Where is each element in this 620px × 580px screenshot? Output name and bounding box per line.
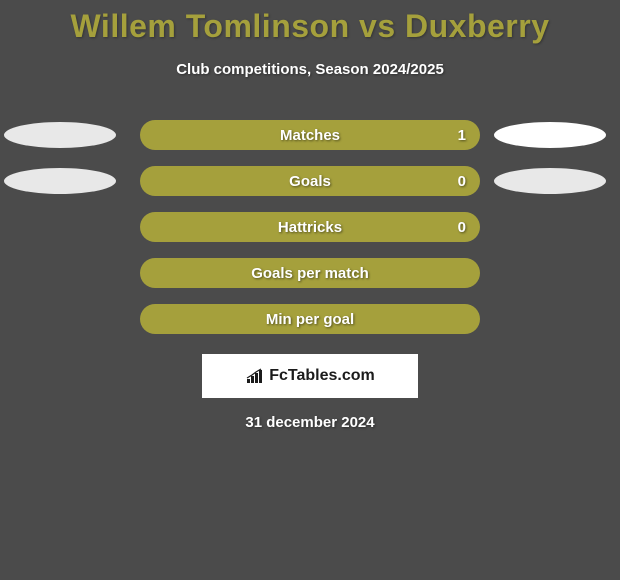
page-title: Willem Tomlinson vs Duxberry (0, 0, 620, 45)
stat-value: 1 (458, 127, 466, 144)
stat-bar: Matches 1 (140, 120, 480, 150)
stat-label: Goals (289, 173, 331, 190)
stat-label: Min per goal (266, 311, 354, 328)
chart-icon (245, 367, 265, 385)
date-label: 31 december 2024 (0, 414, 620, 431)
stat-bar: Hattricks 0 (140, 212, 480, 242)
subtitle: Club competitions, Season 2024/2025 (0, 61, 620, 78)
stat-bar: Min per goal (140, 304, 480, 334)
stat-value: 0 (458, 219, 466, 236)
chart-row: Min per goal (0, 296, 620, 342)
stat-value: 0 (458, 173, 466, 190)
chart-row: Goals per match (0, 250, 620, 296)
logo-box: FcTables.com (202, 354, 418, 398)
stat-label: Goals per match (251, 265, 369, 282)
stat-bar: Goals 0 (140, 166, 480, 196)
stat-bar: Goals per match (140, 258, 480, 288)
player1-ellipse (4, 122, 116, 148)
logo-text: FcTables.com (269, 367, 375, 385)
stat-label: Hattricks (278, 219, 342, 236)
stat-label: Matches (280, 127, 340, 144)
player2-ellipse (494, 122, 606, 148)
player2-ellipse (494, 168, 606, 194)
comparison-chart: Matches 1 Goals 0 Hattricks 0 Goals per … (0, 112, 620, 342)
chart-row: Hattricks 0 (0, 204, 620, 250)
chart-row: Goals 0 (0, 158, 620, 204)
player1-ellipse (4, 168, 116, 194)
chart-row: Matches 1 (0, 112, 620, 158)
